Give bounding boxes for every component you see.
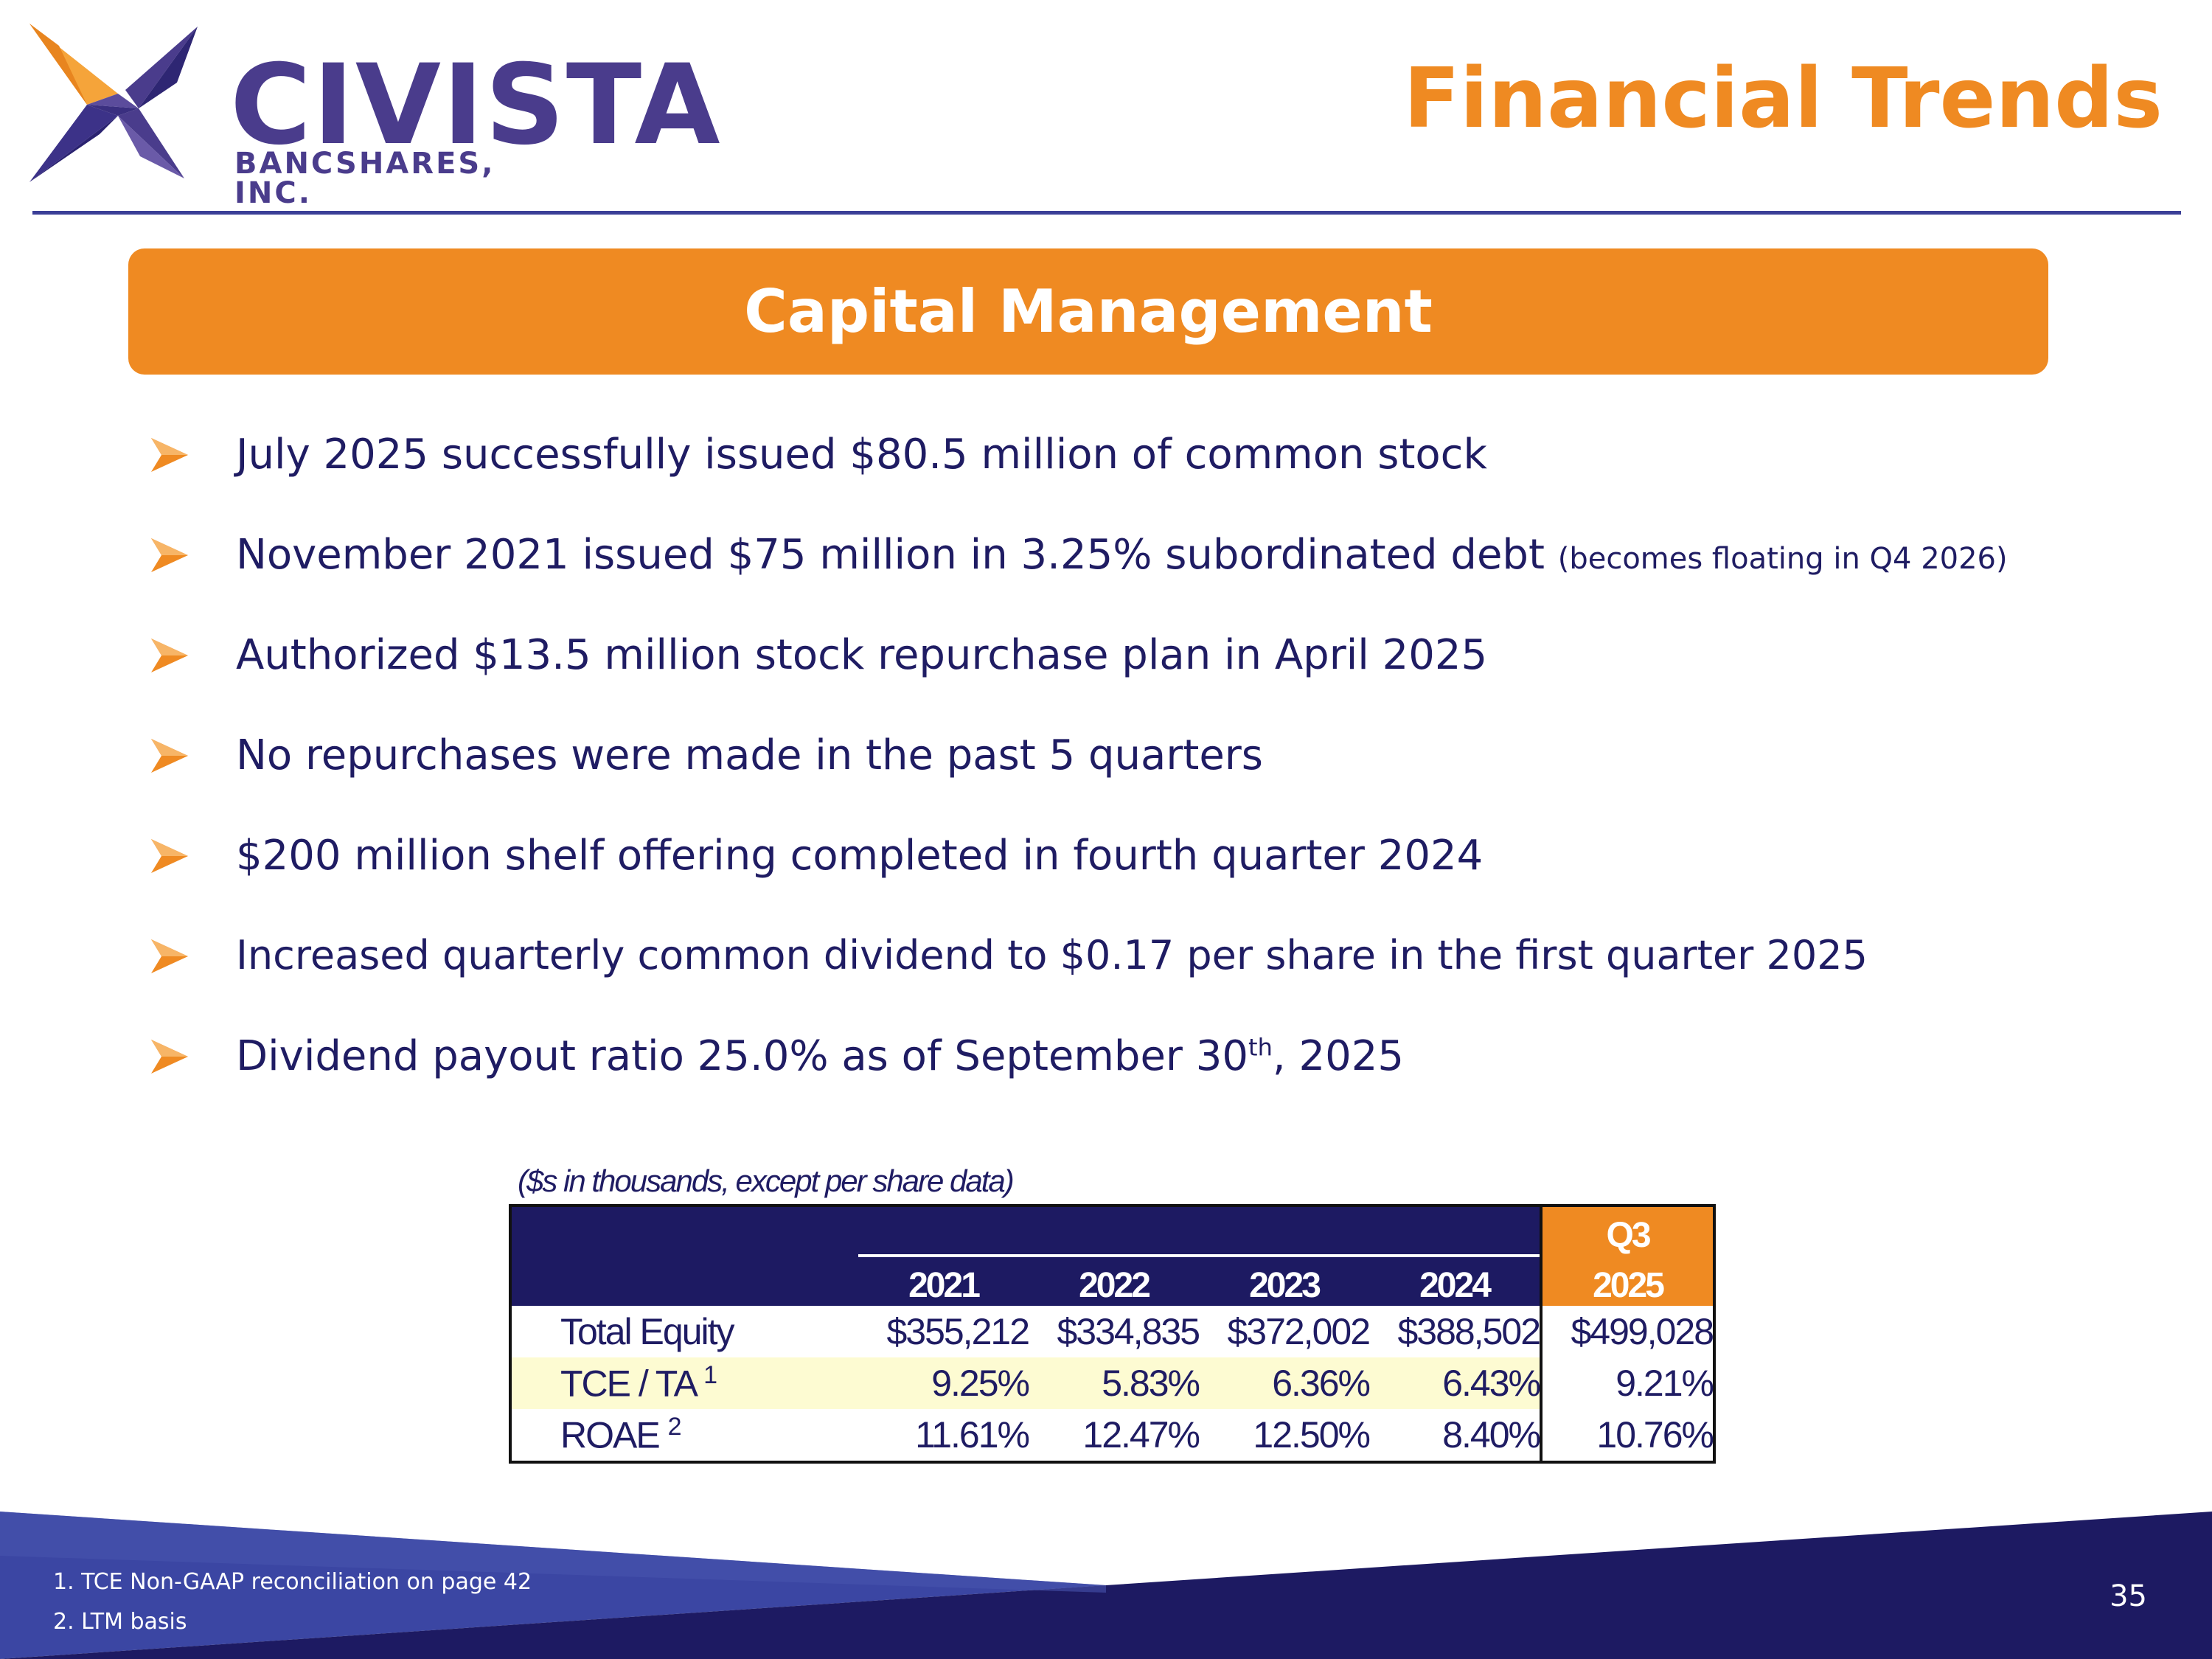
page-title: Financial Trends: [1403, 51, 2163, 147]
section-banner: Capital Management: [128, 248, 2048, 375]
bullet-superscript: th: [1248, 1033, 1273, 1062]
q3-header-top: Q3: [1540, 1206, 1714, 1256]
arrow-bullet-icon: [151, 839, 188, 873]
table-cell: 8.40%: [1442, 1414, 1541, 1455]
table-cell: 12.47%: [1082, 1414, 1200, 1455]
q3-cell: $499,028: [1540, 1306, 1714, 1357]
table-cell: 9.25%: [858, 1357, 1030, 1409]
bullet-note-text: (becomes floating in Q4 2026): [1557, 542, 2008, 576]
table-note: ($s in thousands, except per share data): [518, 1164, 1015, 1198]
q3-cell: 9.21%: [1540, 1357, 1714, 1409]
year-header: 2021: [858, 1254, 1029, 1306]
footnote: 1. TCE Non-GAAP reconciliation on page 4…: [53, 1569, 532, 1595]
table-header-blank: [510, 1256, 858, 1306]
table-cell: $388,502: [1397, 1311, 1541, 1352]
table-cell: $355,212: [886, 1311, 1030, 1352]
star-logo-icon: [29, 24, 198, 182]
footnote-marker: 2: [667, 1413, 682, 1441]
logo-subtitle: BANCSHARES, INC.: [234, 147, 495, 210]
row-label: ROAE 2: [510, 1409, 858, 1462]
row-label-text: Total Equity: [560, 1311, 734, 1352]
table-cell: 5.83%: [1029, 1357, 1200, 1409]
table-header-row: 2021 2022 2023 2024 2025: [510, 1254, 1714, 1306]
row-label: Total Equity: [510, 1306, 858, 1357]
section-banner-title: Capital Management: [744, 277, 1433, 346]
bullet-text: Dividend payout ratio 25.0% as of Septem…: [236, 1034, 1404, 1079]
table-cell: 12.50%: [1253, 1414, 1371, 1455]
footnote: 2. LTM basis: [53, 1609, 187, 1635]
table-row: Total Equity $355,212 $334,835 $372,002 …: [510, 1306, 1714, 1357]
bullet-text: July 2025 successfully issued $80.5 mill…: [236, 431, 1487, 479]
table-cell: 6.43%: [1369, 1357, 1541, 1409]
table-cell: $334,835: [1057, 1311, 1200, 1352]
table-cell: 6.36%: [1199, 1357, 1371, 1409]
bullet-text: Increased quarterly common dividend to $…: [236, 932, 1868, 978]
bullet-text: Authorized $13.5 million stock repurchas…: [236, 631, 1488, 679]
arrow-bullet-icon: [151, 739, 188, 773]
table-cell: 11.61%: [915, 1414, 1030, 1455]
arrow-bullet-icon: [151, 538, 188, 572]
row-label-text: ROAE: [560, 1414, 661, 1456]
company-logo: CIVISTA BANCSHARES, INC.: [29, 24, 720, 208]
bullet-main-text: November 2021 issued $75 million in 3.25…: [236, 531, 1545, 579]
q3-header-bottom: 2025: [1540, 1256, 1714, 1306]
header-divider: [32, 211, 2181, 215]
bullet-text: November 2021 issued $75 million in 3.25…: [236, 532, 2008, 578]
logo-wordmark: CIVISTA: [230, 41, 722, 170]
table-row: ROAE 2 11.61% 12.47% 12.50% 8.40% 10.76%: [510, 1409, 1714, 1462]
row-label: TCE / TA 1: [510, 1357, 858, 1409]
table-header-blank: [510, 1206, 858, 1256]
table-header-blank: [858, 1206, 1541, 1256]
table-header-row: Q3: [510, 1206, 1714, 1256]
bullet-text: $200 million shelf offering completed in…: [236, 832, 1484, 880]
page-number: 35: [2110, 1579, 2147, 1613]
bullet-text-part: , 2025: [1272, 1032, 1404, 1080]
table-cell: $372,002: [1227, 1311, 1371, 1352]
arrow-bullet-icon: [151, 438, 188, 472]
bullet-text-part: Dividend payout ratio 25.0% as of Septem…: [236, 1032, 1249, 1080]
arrow-bullet-icon: [151, 639, 188, 672]
table-row: TCE / TA 1 9.25% 5.83% 6.36% 6.43% 9.21%: [510, 1357, 1714, 1409]
footnote-marker: 1: [703, 1361, 717, 1390]
row-label-text: TCE / TA: [560, 1363, 696, 1405]
arrow-bullet-icon: [151, 939, 188, 973]
footer-band: [0, 1512, 2212, 1659]
capital-table: Q3 2021 2022 2023 2024 2025 Total Equity…: [509, 1204, 1716, 1464]
year-header: 2022: [1029, 1254, 1199, 1306]
year-header: 2024: [1369, 1254, 1541, 1306]
q3-cell: 10.76%: [1540, 1409, 1714, 1462]
arrow-bullet-icon: [151, 1040, 188, 1074]
year-header: 2023: [1199, 1254, 1369, 1306]
bullet-text: No repurchases were made in the past 5 q…: [236, 731, 1263, 779]
